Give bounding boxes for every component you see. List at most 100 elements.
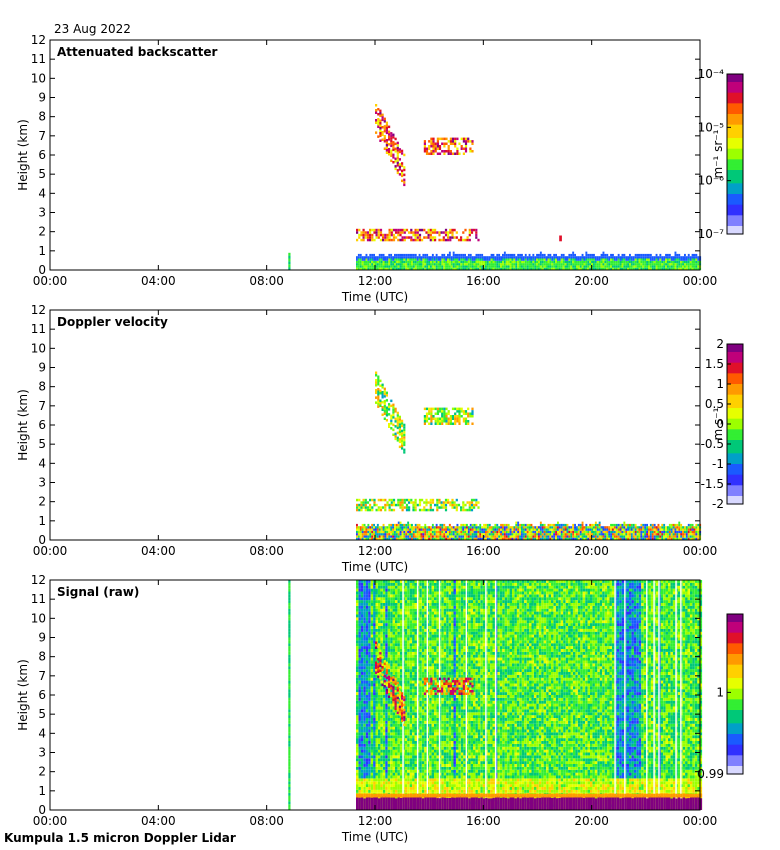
heatmap-cell (572, 265, 575, 268)
heatmap-cell (676, 533, 679, 536)
heatmap-cell (471, 140, 474, 143)
heatmap-cell (424, 267, 427, 270)
heatmap-cell (454, 260, 457, 264)
heatmap-cell (357, 528, 360, 531)
heatmap-cell (390, 723, 393, 727)
heatmap-cell (445, 142, 448, 145)
heatmap-cell (532, 256, 535, 259)
heatmap-cell (380, 686, 383, 690)
heatmap-cell (382, 537, 385, 540)
heatmap-cell (401, 253, 404, 257)
heatmap-cell (549, 526, 552, 529)
heatmap-cell (642, 535, 645, 538)
heatmap-cell (519, 267, 521, 270)
heatmap-cell (390, 154, 393, 157)
colorbar-frame (726, 73, 744, 235)
heatmap-cell (395, 530, 398, 534)
heatmap-cell (583, 537, 586, 540)
heatmap-cell (471, 422, 474, 425)
heatmap-cell (511, 260, 514, 264)
heatmap-cell (449, 420, 452, 423)
heatmap-cell (388, 508, 391, 512)
heatmap-cell (557, 263, 559, 266)
heatmap-cell (382, 764, 386, 767)
heatmap-cell (405, 533, 408, 536)
heatmap-cell (385, 743, 388, 747)
heatmap-cell (387, 715, 391, 718)
heatmap-cell (360, 600, 364, 603)
heatmap-cell (536, 267, 538, 270)
heatmap-cell (519, 256, 521, 259)
heatmap-cell (566, 535, 569, 538)
heatmap-cell (477, 238, 480, 242)
y-tick-label: 12 (31, 33, 46, 47)
heatmap-cell (659, 535, 662, 538)
heatmap-cell (385, 121, 388, 125)
heatmap-cell (383, 400, 386, 403)
heatmap-cell (509, 533, 512, 536)
heatmap-cell (423, 142, 426, 145)
heatmap-cell (385, 141, 388, 144)
heatmap-cell (615, 530, 618, 534)
heatmap-cell (356, 498, 359, 502)
heatmap-cell (382, 755, 386, 759)
heatmap-cell (356, 605, 359, 609)
heatmap-cell (651, 265, 654, 268)
colorbar-segment (727, 394, 743, 398)
heatmap-cell (390, 580, 393, 583)
heatmap-cell (396, 436, 399, 440)
heatmap-cell (388, 228, 391, 232)
heatmap-cell (358, 706, 361, 710)
heatmap-cell (435, 530, 438, 534)
colorbar-segment (727, 98, 743, 102)
heatmap-cell (596, 523, 599, 527)
heatmap-cell (464, 258, 466, 261)
heatmap-cell (490, 258, 493, 261)
heatmap-cell (433, 263, 436, 266)
heatmap-cell (401, 439, 404, 443)
heatmap-cell (424, 526, 427, 529)
heatmap-cell (401, 422, 404, 425)
heatmap-cell (392, 535, 394, 538)
heatmap-cell (392, 608, 395, 612)
heatmap-cell (433, 260, 436, 264)
heatmap-cell (381, 396, 384, 399)
heatmap-cell (422, 253, 425, 257)
heatmap-cell (365, 603, 369, 606)
heatmap-cell (395, 634, 398, 638)
heatmap-cell (363, 718, 366, 721)
heatmap-cell (587, 260, 590, 264)
heatmap-cell (398, 163, 401, 166)
heatmap-cell (602, 253, 605, 257)
heatmap-cell (509, 528, 512, 531)
heatmap-cell (455, 236, 458, 239)
heatmap-cell (359, 537, 362, 540)
heatmap-cell (524, 258, 527, 261)
heatmap-cell (695, 267, 698, 270)
heatmap-cell (356, 503, 359, 507)
heatmap-cell (534, 533, 537, 536)
heatmap-cell (431, 498, 435, 502)
heatmap-cell (358, 752, 361, 756)
heatmap-cell (390, 628, 393, 632)
heatmap-cell (392, 530, 394, 534)
heatmap-cell (534, 535, 537, 538)
heatmap-cell (373, 533, 375, 536)
heatmap-cell (397, 766, 400, 770)
heatmap-cell (397, 738, 400, 741)
heatmap-cell (448, 251, 451, 254)
heatmap-cell (370, 741, 374, 744)
heatmap-cell (557, 521, 559, 524)
heatmap-cell (435, 258, 438, 261)
heatmap-cell (356, 537, 358, 540)
heatmap-cell (621, 256, 624, 259)
heatmap-cell (521, 267, 523, 270)
heatmap-cell (385, 626, 388, 629)
heatmap-cell (369, 528, 372, 531)
colorbar-segment (727, 376, 743, 380)
heatmap-cell (375, 758, 378, 762)
heatmap-cell (450, 267, 453, 270)
heatmap-cell (568, 253, 571, 257)
heatmap-cell (428, 412, 431, 415)
colorbar-segment (727, 132, 743, 136)
